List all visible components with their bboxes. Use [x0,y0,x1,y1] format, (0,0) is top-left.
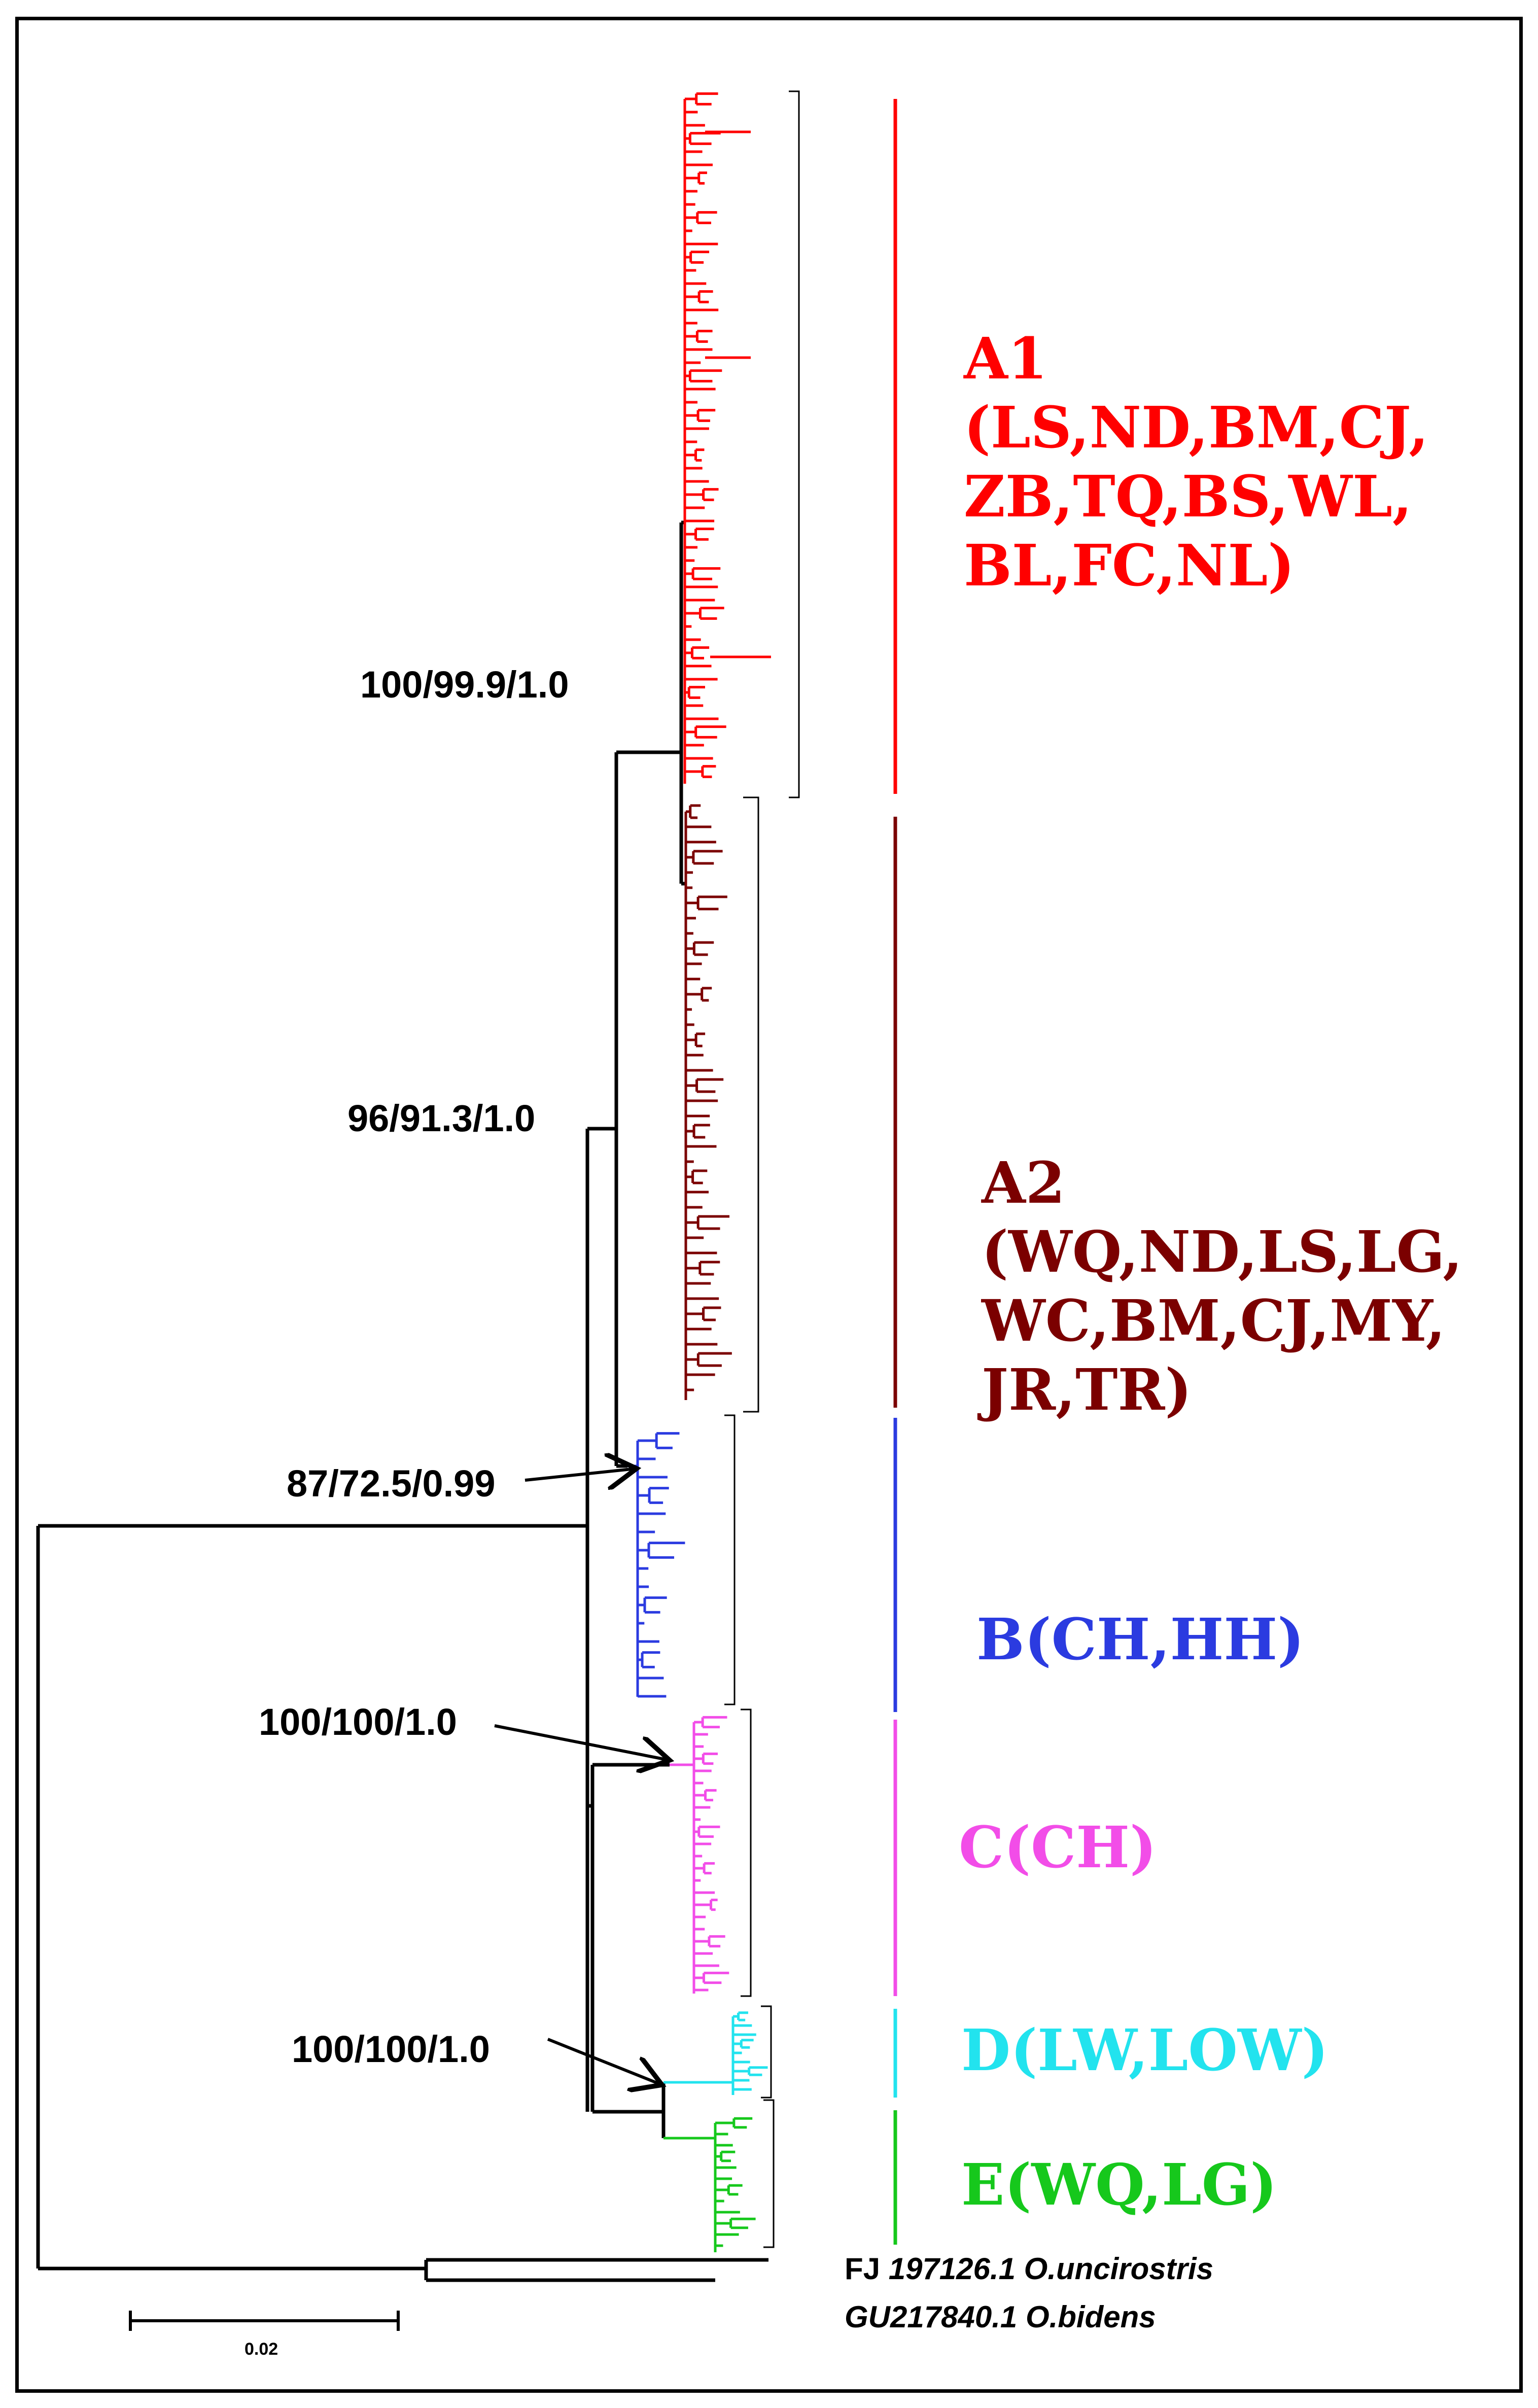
clade-label-c: C(CH) [959,1814,1157,1881]
clade-a1-name: A1 [964,326,1047,392]
clade-a1-line-3: BL,FC,NL) [964,533,1295,599]
scale-bar [129,2311,400,2331]
clade-brackets [724,90,800,2248]
outgroup-label-2: GU217840.1 O.bidens [845,2300,1156,2334]
clade-label-b: B(CH,HH) [976,1607,1305,1673]
subtree-e [663,2117,756,2252]
outgroup-2-accession: GU217840.1 [845,2300,1018,2334]
subtree-d [663,2011,768,2095]
outgroup-label-1: FJ 197126.1 O.uncirostris [845,2252,1213,2286]
clade-a1-line-1: (LS,ND,BM,CJ, [964,395,1429,461]
clade-label-d: D(LW,LOW) [961,2017,1329,2084]
tree-backbone [36,520,768,2282]
arrow-node-b [525,1469,637,1480]
subtree-c [670,1716,729,1994]
arrow-node-c [494,1724,670,1760]
clade-label-a2: A2 (WQ,ND,LS,LG, WC,BM,CJ,MY, JR,TR) [982,1149,1462,1425]
arrow-node-de [547,2038,662,2085]
figure-frame [15,17,1523,2393]
clade-label-e: E(WQ,LG) [961,2152,1277,2218]
outgroup-1-name: 197126.1 O.uncirostris [888,2252,1214,2286]
node-support-a1: 100/99.9/1.0 [360,664,569,706]
outgroup-2-name: O.bidens [1025,2300,1156,2334]
subtree-a1 [683,92,771,784]
clade-a2-line-2: WC,BM,CJ,MY, [982,1288,1446,1354]
clade-a1-line-2: ZB,TQ,BS,WL, [964,464,1412,530]
clade-a2-line-3: JR,TR) [982,1357,1192,1423]
clade-a2-line-1: (WQ,ND,LS,LG, [982,1219,1463,1285]
node-support-c: 100/100/1.0 [259,1701,457,1743]
subtree-a2 [684,804,732,1400]
outgroup-1-accession: FJ [845,2252,881,2286]
scale-bar-label: 0.02 [244,2340,278,2359]
clade-a2-name: A2 [982,1150,1065,1216]
subtree-b [627,1432,685,1698]
node-support-de: 100/100/1.0 [292,2028,490,2070]
clade-label-a1: A1 (LS,ND,BM,CJ, ZB,TQ,BS,WL, BL,FC,NL) [964,325,1428,601]
node-support-a: 96/91.3/1.0 [347,1097,536,1139]
node-support-b: 87/72.5/0.99 [287,1462,496,1505]
